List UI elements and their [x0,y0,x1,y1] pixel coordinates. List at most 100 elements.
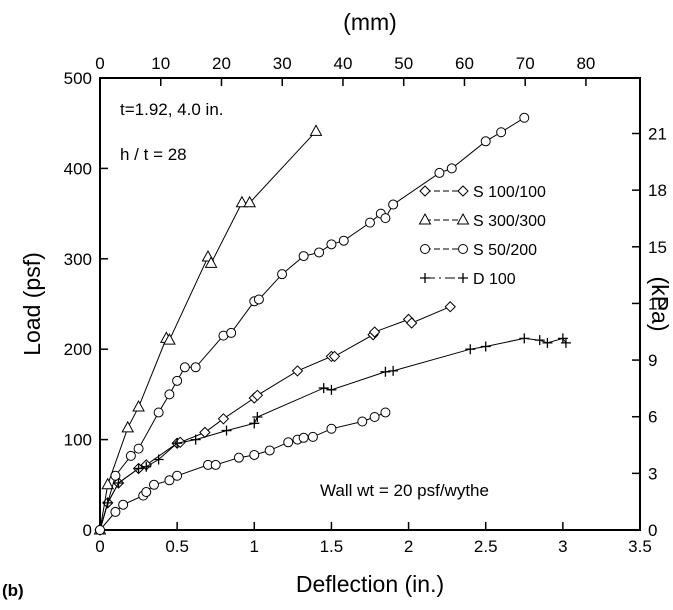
data-point-triangle [101,477,115,490]
data-point-plus [318,383,329,394]
legend-marker-plus [458,273,468,283]
data-point-triangle [204,256,218,268]
data-point-triangle [309,124,323,136]
data-point-plus [560,337,571,348]
data-point-circle [519,112,530,123]
data-point-circle [326,423,337,434]
legend-marker-diamond [419,185,431,197]
series-line [99,117,525,531]
y2-tick-label: 0 [648,521,657,540]
y2-tick-label: 18 [648,181,667,200]
x2-tick-label: 30 [273,54,292,73]
legend-marker-triangle [418,212,432,225]
data-point-circle [249,449,260,460]
y-tick-label: 500 [64,69,92,88]
data-point-circle [380,213,391,224]
data-point-circle [118,499,129,510]
series-layer [93,112,571,536]
data-point-circle [496,127,507,138]
data-point-circle [277,269,288,280]
series-line [99,130,317,531]
series-triangle-1 [93,124,323,535]
x2-tick-label: 60 [455,54,474,73]
series-plus-3 [95,333,571,535]
data-point-plus [534,335,545,346]
data-point-triangle [243,195,257,208]
x2-axis-title: (mm) [343,9,397,35]
data-point-diamond [368,326,381,338]
data-point-plus [133,463,144,474]
annotation-slenderness: h / t = 28 [120,145,187,164]
data-point-diamond [251,389,264,402]
data-point-diamond [217,413,230,425]
x-tick-label: 0 [95,537,104,556]
data-point-circle [190,362,201,373]
data-point-plus [388,365,399,376]
data-point-circle [253,294,264,305]
data-point-circle [226,327,237,338]
series-line [99,337,567,531]
data-point-plus [153,454,164,465]
data-point-triangle [163,333,176,345]
data-point-circle [149,479,159,490]
data-point-circle [125,450,136,461]
data-point-circle [95,525,105,535]
legend-marker-triangle [456,212,470,225]
data-point-circle [164,389,175,400]
y2-tick-label: 15 [648,238,667,257]
legend-label: S 50/200 [473,242,537,259]
data-point-circle [172,375,183,386]
data-point-plus [172,438,183,449]
data-point-plus [380,366,391,377]
data-point-plus [542,337,553,348]
data-point-circle [307,431,318,442]
y2-tick-label: 21 [648,125,667,144]
data-point-circle [369,412,380,422]
data-point-circle [283,437,294,448]
data-point-triangle [121,420,135,433]
data-point-circle [172,470,183,481]
data-point-circle [357,416,368,427]
data-point-plus [190,434,201,445]
y-axis-title: Load (psf) [19,252,45,356]
data-point-plus [221,425,232,436]
x2-tick-label: 80 [576,54,595,73]
legend-marker-circle [458,244,468,254]
legend: S 100/100 S 300/300 S 50/200 D 100 [418,184,546,288]
y2-tick-label: 3 [648,464,657,483]
data-point-triangle [132,400,145,412]
x-tick-label: 1 [250,537,259,556]
x2-tick-label: 40 [334,54,353,73]
y-tick-label: 100 [64,431,92,450]
x-tick-label: 2 [404,537,413,556]
y2-axis-title: (kPa) [647,277,673,332]
data-point-plus [113,477,124,488]
data-point-plus [141,461,152,472]
x-axis-title: Deflection (in.) [296,571,444,597]
data-point-circle [434,167,445,178]
data-point-circle [326,239,337,250]
x-tick-label: 0.5 [165,537,189,556]
data-point-plus [249,418,260,429]
data-point-circle [164,475,175,486]
x2-tick-label: 20 [212,54,231,73]
legend-entry: S 300/300 [418,212,546,230]
data-point-triangle [235,195,249,208]
data-point-circle [110,506,121,517]
data-point-circle [179,362,190,373]
x2-tick-label: 0 [95,54,104,73]
data-point-circle [110,470,121,481]
y-tick-label: 300 [64,250,92,269]
x-tick-label: 3 [558,537,567,556]
data-point-plus [465,344,476,355]
legend-entry: S 100/100 [419,184,546,201]
annotation-wall-weight: Wall wt = 20 psf/wythe [320,481,489,500]
data-point-circle [480,136,491,147]
data-point-plus [252,412,263,422]
data-point-circle [380,407,391,418]
series-circle-2 [95,112,530,535]
legend-entry: S 50/200 [420,242,537,259]
data-point-circle [365,217,375,228]
